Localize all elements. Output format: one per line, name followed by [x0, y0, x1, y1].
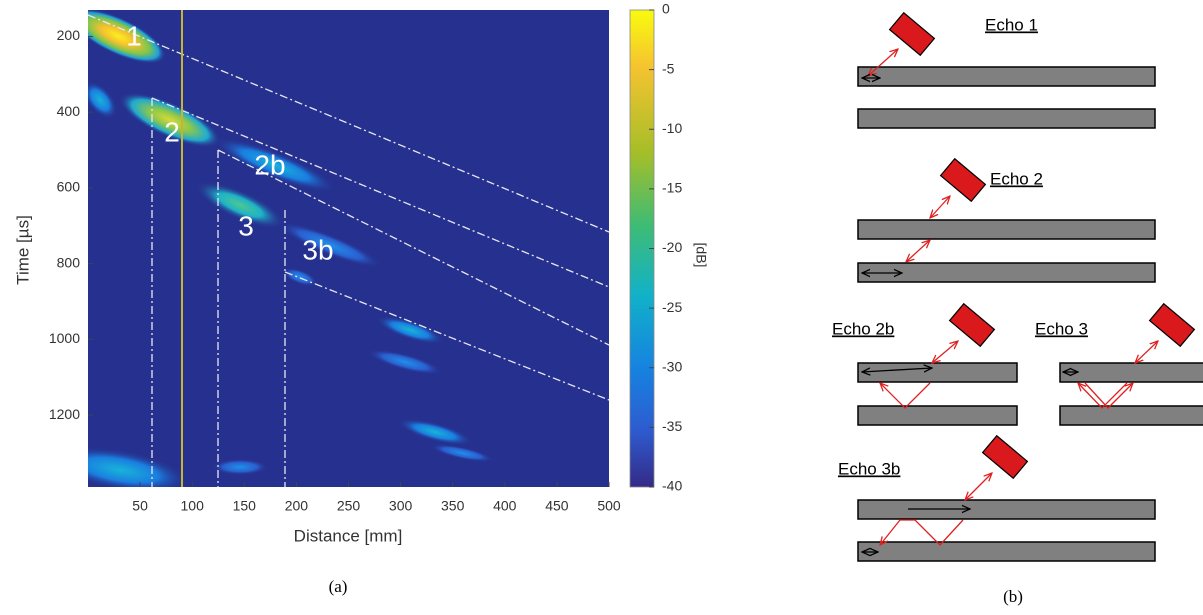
x-tick-label: 400	[493, 498, 517, 514]
echo-label: Echo 2b	[832, 319, 894, 338]
echo-label: Echo 1	[985, 15, 1038, 34]
x-tick-label: 150	[233, 498, 257, 514]
echo-diagrams: Echo 1 Echo 2 Echo 2b Echo 3 Echo 3b	[832, 11, 1203, 562]
annotation: 2b	[254, 149, 285, 180]
x-tick-label: 50	[132, 498, 148, 514]
colorbar-tick-label: 0	[662, 1, 670, 17]
colorbar-tick-label: -35	[662, 418, 682, 434]
annotation: 2	[164, 116, 180, 147]
colorbar-tick-label: -5	[662, 60, 675, 76]
y-tick-label: 600	[57, 179, 81, 195]
b-scan	[88, 10, 609, 487]
x-tick-label: 100	[181, 498, 205, 514]
y-tick-label: 1200	[49, 406, 80, 422]
echo-label: Echo 3b	[838, 459, 900, 478]
x-axis-label: Distance [mm]	[294, 526, 403, 545]
echo-label: Echo 2	[990, 169, 1043, 188]
colorbar-tick-label: -30	[662, 358, 682, 374]
x-tick-label: 500	[597, 498, 621, 514]
x-tick-label: 300	[389, 498, 413, 514]
caption: (a)	[329, 577, 348, 596]
colorbar-tick-label: -15	[662, 180, 682, 196]
y-tick-label: 200	[57, 27, 81, 43]
colorbar-tick-label: -25	[662, 299, 682, 315]
y-axis-label: Time [µs]	[13, 215, 32, 285]
x-tick-label: 200	[285, 498, 309, 514]
x-tick-label: 250	[337, 498, 361, 514]
x-tick-label: 350	[441, 498, 465, 514]
colorbar-tick-label: -20	[662, 239, 682, 255]
echo-label: Echo 3	[1035, 319, 1088, 338]
caption: (b)	[1003, 587, 1023, 606]
y-tick-label: 800	[57, 254, 81, 270]
colorbar-tick-label: -40	[662, 478, 682, 494]
y-tick-label: 400	[57, 103, 81, 119]
annotation: 3	[238, 210, 254, 241]
x-tick-label: 450	[545, 498, 569, 514]
annotation: 3b	[302, 234, 333, 265]
annotation: 1	[126, 20, 142, 51]
colorbar-label: [dB]	[693, 243, 709, 268]
y-tick-label: 1000	[49, 330, 80, 346]
colorbar-tick-label: -10	[662, 120, 682, 136]
